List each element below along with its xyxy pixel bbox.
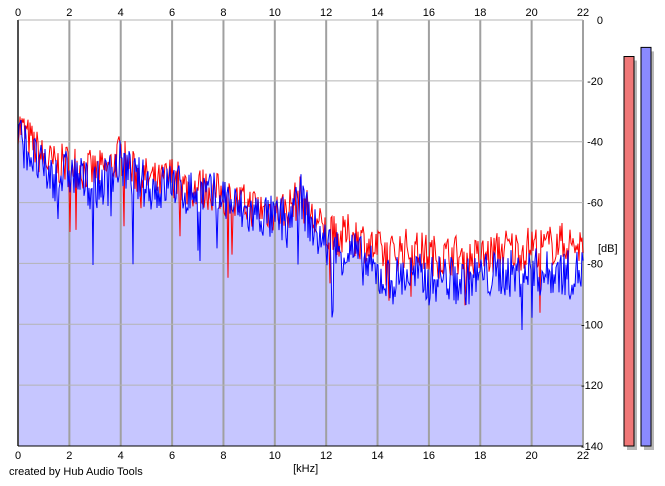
y-unit-label: [dB]	[598, 243, 618, 255]
x-tick-label-bottom: 8	[220, 450, 226, 462]
x-tick-label-top: 12	[320, 7, 332, 19]
y-tick-label: -140	[581, 441, 603, 453]
x-tick-label-bottom: 20	[526, 450, 538, 462]
y-tick-label: -40	[587, 137, 603, 149]
x-tick-label-bottom: 4	[118, 450, 124, 462]
x-tick-label-bottom: 16	[423, 450, 435, 462]
x-tick-label-top: 18	[474, 7, 486, 19]
x-tick-label-bottom: 6	[169, 450, 175, 462]
y-tick-label: -100	[581, 319, 603, 331]
x-tick-label-bottom: 18	[474, 450, 486, 462]
x-tick-label-top: 6	[169, 7, 175, 19]
x-tick-label-top: 14	[371, 7, 383, 19]
y-tick-label: -20	[587, 76, 603, 88]
x-tick-label-top: 22	[577, 7, 589, 19]
x-tick-label-top: 0	[15, 7, 21, 19]
x-tick-label-top: 2	[66, 7, 72, 19]
y-tick-label: -60	[587, 198, 603, 210]
x-tick-label-bottom: 2	[66, 450, 72, 462]
x-tick-label-top: 16	[423, 7, 435, 19]
axes-layer: 002244668810101212141416161818202022220-…	[15, 7, 618, 475]
level-meters	[623, 46, 654, 451]
x-tick-label-bottom: 10	[269, 450, 281, 462]
y-tick-label: -120	[581, 380, 603, 392]
spectrum-area-fill	[18, 120, 583, 446]
spectrum-lines-layer	[17, 116, 584, 331]
y-tick-label: -80	[587, 258, 603, 270]
x-tick-label-top: 8	[220, 7, 226, 19]
meter-bar-right	[640, 46, 652, 447]
x-tick-label-bottom: 14	[371, 450, 383, 462]
x-tick-label-bottom: 0	[15, 450, 21, 462]
x-tick-label-bottom: 12	[320, 450, 332, 462]
credit-text: created by Hub Audio Tools	[9, 466, 143, 478]
meter-bar-left	[623, 56, 635, 447]
y-tick-label: 0	[597, 15, 603, 27]
x-tick-label-bottom: 22	[577, 450, 589, 462]
x-tick-label-top: 4	[118, 7, 124, 19]
x-tick-label-top: 10	[269, 7, 281, 19]
spectrum-fill-layer	[18, 120, 583, 446]
series-line-blue	[17, 119, 584, 331]
x-unit-label: [kHz]	[293, 463, 318, 475]
grid-layer	[17, 19, 584, 447]
x-tick-label-top: 20	[526, 7, 538, 19]
